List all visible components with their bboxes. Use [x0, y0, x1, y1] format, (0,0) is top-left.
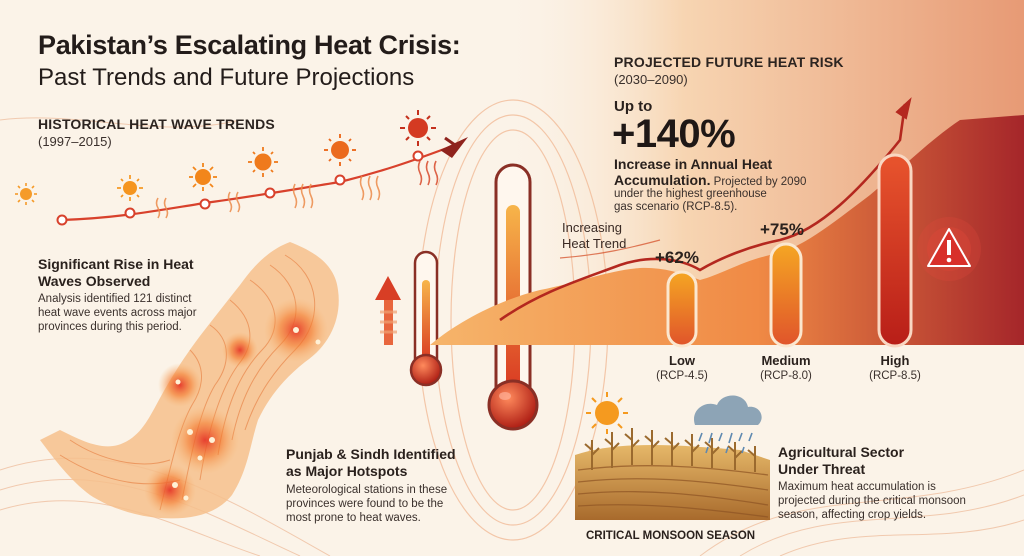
trend-label-line1: Increasing: [562, 220, 622, 235]
arrow-up-icon: [375, 276, 401, 345]
scenario-low-name: Low: [669, 353, 695, 368]
future-period: (2030–2090): [614, 72, 688, 87]
accumulation-label: Accumulation.: [614, 172, 711, 188]
projected-label: Projected by 2090: [710, 176, 807, 188]
hotspots-heading-line1: Punjab & Sindh Identified: [286, 446, 456, 462]
hotspots-body-line2: provinces were found to be the: [286, 498, 444, 510]
future-heading: PROJECTED FUTURE HEAT RISK: [614, 54, 844, 70]
trend-label-line2: Heat Trend: [562, 236, 627, 251]
historical-trend-line: [56, 136, 468, 226]
sun-icon: [324, 134, 356, 166]
big-increase-value: +140%: [612, 112, 736, 156]
sun-icon: [117, 175, 143, 201]
rise-body-line1: Analysis identified 121 distinct: [38, 293, 192, 305]
rise-body-line3: provinces during this period.: [38, 321, 182, 333]
projection-area-chart: [430, 97, 1024, 345]
scenario-medium-rcp: (RCP-8.0): [760, 370, 812, 382]
agriculture-heading-line1: Agricultural Sector: [778, 444, 905, 460]
page-title: Pakistan’s Escalating Heat Crisis:: [38, 30, 461, 60]
sun-icon: [189, 163, 217, 191]
medium-increase: +75%: [760, 220, 804, 239]
thermometer-icon: [409, 250, 443, 387]
scenario-high-name: High: [880, 353, 910, 368]
sun-icon: [586, 392, 628, 434]
historical-period: (1997–2015): [38, 134, 112, 149]
pakistan-heat-map: [40, 242, 339, 519]
sun-icon: [15, 183, 37, 205]
increase-line1: Increase in Annual Heat: [614, 156, 773, 172]
increase-line2: Accumulation. Projected by 2090: [614, 172, 806, 190]
hotspots-body-line1: Meteorological stations in these: [286, 484, 448, 496]
agriculture-body-line2: projected during the critical monsoon: [778, 495, 966, 507]
scenario-medium-name: Medium: [761, 353, 811, 368]
historical-heading: HISTORICAL HEAT WAVE TRENDS: [38, 116, 275, 132]
note-line1: under the highest greenhouse: [614, 188, 767, 200]
agriculture-body-line1: Maximum heat accumulation is: [778, 481, 936, 493]
heat-wave-icon: [155, 160, 439, 219]
up-to-label: Up to: [614, 98, 653, 115]
agriculture-heading-line2: Under Threat: [778, 461, 866, 477]
hotspots-heading-line2: as Major Hotspots: [286, 463, 408, 479]
agriculture-illustration: [575, 392, 770, 520]
rise-body-line2: heat wave events across major: [38, 307, 197, 319]
warning-icon: [917, 217, 981, 281]
scenario-bars: [666, 153, 913, 348]
sun-icon-row: [15, 110, 436, 205]
season-label: CRITICAL MONSOON SEASON: [586, 530, 756, 542]
low-increase: +62%: [655, 248, 699, 267]
scenario-low-rcp: (RCP-4.5): [656, 370, 708, 382]
note-line2: gas scenario (RCP-8.5).: [614, 201, 738, 213]
rise-heading-line1: Significant Rise in Heat: [38, 256, 194, 272]
hotspots-body-line3: most prone to heat waves.: [286, 512, 421, 524]
sun-icon: [248, 147, 278, 177]
page-subtitle: Past Trends and Future Projections: [38, 64, 415, 91]
agriculture-body-line3: season, affecting crop yields.: [778, 509, 927, 521]
rain-cloud-icon: [694, 395, 762, 454]
sun-icon: [400, 110, 436, 146]
rise-heading-line2: Waves Observed: [38, 273, 151, 289]
scenario-high-rcp: (RCP-8.5): [869, 370, 921, 382]
